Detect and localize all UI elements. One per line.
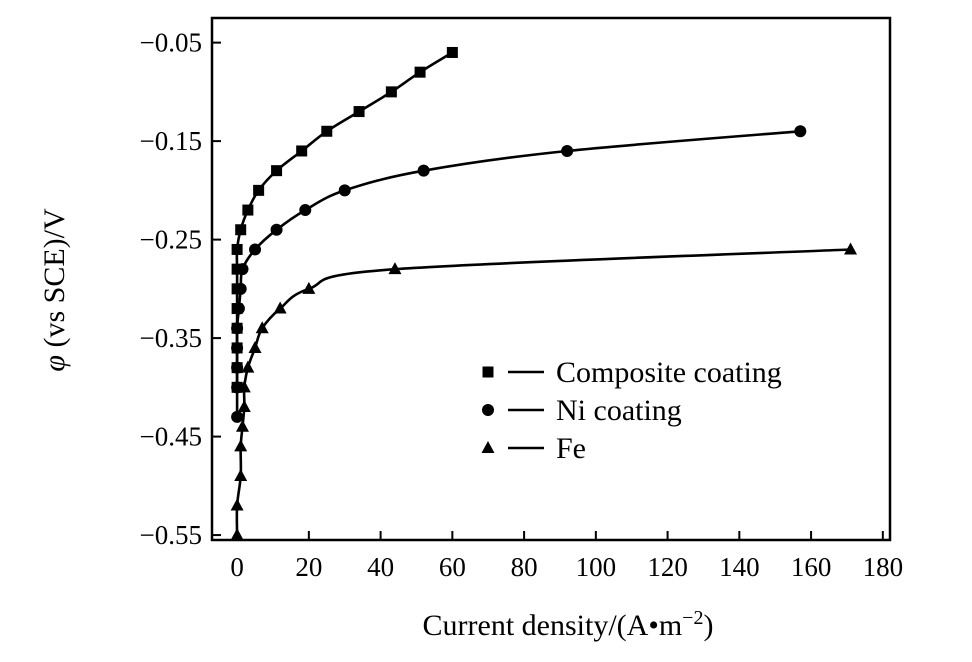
x-axis-title-close: ) — [703, 609, 713, 642]
data-point-composite-coating — [296, 145, 308, 157]
data-point-composite-coating — [385, 86, 397, 98]
data-point-fe — [230, 498, 244, 511]
data-point-ni-coating — [232, 302, 245, 315]
data-point-fe — [388, 262, 402, 275]
data-point-ni-coating — [299, 204, 312, 217]
series-ni-coating — [231, 125, 807, 423]
x-tick-label: 20 — [295, 552, 322, 582]
data-point-ni-coating — [794, 125, 807, 138]
legend-marker-fe — [481, 441, 495, 453]
data-point-ni-coating — [338, 184, 351, 197]
x-tick-label: 0 — [230, 552, 244, 582]
legend-item-ni-coating: Ni coating — [482, 394, 682, 427]
data-point-composite-coating — [271, 165, 283, 177]
y-axis-title-text: (vs SCE)/V — [38, 208, 71, 355]
legend-marker-ni-coating — [482, 404, 494, 416]
legend: Composite coating Ni coating Fe — [481, 356, 782, 465]
y-tick-label: −0.45 — [140, 422, 202, 452]
data-point-fe — [273, 301, 287, 314]
x-axis-ticks: 0 20 40 60 80 100 120 140 160 180 — [230, 531, 903, 582]
y-axis-title-symbol: φ — [38, 355, 71, 372]
x-axis-title-exponent: −2 — [682, 607, 703, 629]
x-tick-label: 180 — [863, 552, 904, 582]
y-tick-label: −0.25 — [140, 225, 202, 255]
data-point-composite-coating — [253, 184, 265, 196]
data-point-ni-coating — [561, 144, 574, 157]
data-point-fe — [844, 242, 858, 255]
plot-frame — [210, 16, 892, 542]
data-point-composite-coating — [446, 46, 458, 58]
data-point-fe — [248, 340, 262, 353]
data-point-fe — [302, 281, 316, 294]
data-point-fe — [241, 360, 255, 373]
x-tick-label: 80 — [511, 552, 538, 582]
data-point-fe — [230, 528, 244, 541]
data-point-composite-coating — [414, 66, 426, 78]
data-point-fe — [234, 468, 248, 481]
data-point-fe — [237, 380, 251, 393]
y-tick-label: −0.55 — [140, 520, 202, 550]
data-point-ni-coating — [417, 164, 430, 177]
y-tick-label: −0.05 — [140, 28, 202, 58]
data-point-composite-coating — [242, 204, 254, 216]
legend-label-ni-coating: Ni coating — [556, 394, 682, 427]
data-point-ni-coating — [231, 361, 244, 374]
data-point-ni-coating — [231, 322, 244, 335]
data-point-composite-coating — [235, 224, 247, 236]
legend-label-fe: Fe — [556, 432, 586, 465]
x-tick-label: 160 — [791, 552, 832, 582]
legend-label-composite-coating: Composite coating — [556, 356, 782, 389]
legend-item-fe: Fe — [481, 432, 586, 465]
x-tick-label: 140 — [719, 552, 760, 582]
y-tick-label: −0.15 — [140, 126, 202, 156]
data-point-ni-coating — [270, 223, 283, 236]
data-point-fe — [255, 321, 269, 334]
y-axis-ticks: −0.05 −0.15 −0.25 −0.35 −0.45 −0.55 — [140, 28, 221, 550]
data-point-ni-coating — [234, 282, 247, 295]
data-point-ni-coating — [231, 410, 244, 423]
series-layer — [230, 46, 858, 541]
legend-item-composite-coating: Composite coating — [482, 356, 782, 389]
data-point-ni-coating — [236, 263, 249, 276]
y-axis-title: φ (vs SCE)/V — [38, 208, 71, 372]
data-point-composite-coating — [353, 106, 365, 118]
data-point-ni-coating — [249, 243, 262, 256]
data-point-fe — [234, 439, 248, 452]
y-tick-label: −0.35 — [140, 323, 202, 353]
x-axis-title: Current density/(A•m−2) — [423, 607, 714, 642]
legend-marker-composite-coating — [482, 366, 494, 378]
plot-area-border — [210, 16, 892, 542]
x-tick-label: 100 — [576, 552, 617, 582]
data-point-fe — [235, 419, 249, 432]
x-tick-label: 40 — [367, 552, 394, 582]
data-point-composite-coating — [321, 125, 333, 137]
series-fe — [230, 242, 858, 541]
data-point-composite-coating — [231, 243, 243, 255]
x-tick-label: 60 — [439, 552, 466, 582]
data-point-ni-coating — [231, 341, 244, 354]
x-tick-label: 120 — [647, 552, 688, 582]
data-point-fe — [237, 400, 251, 413]
